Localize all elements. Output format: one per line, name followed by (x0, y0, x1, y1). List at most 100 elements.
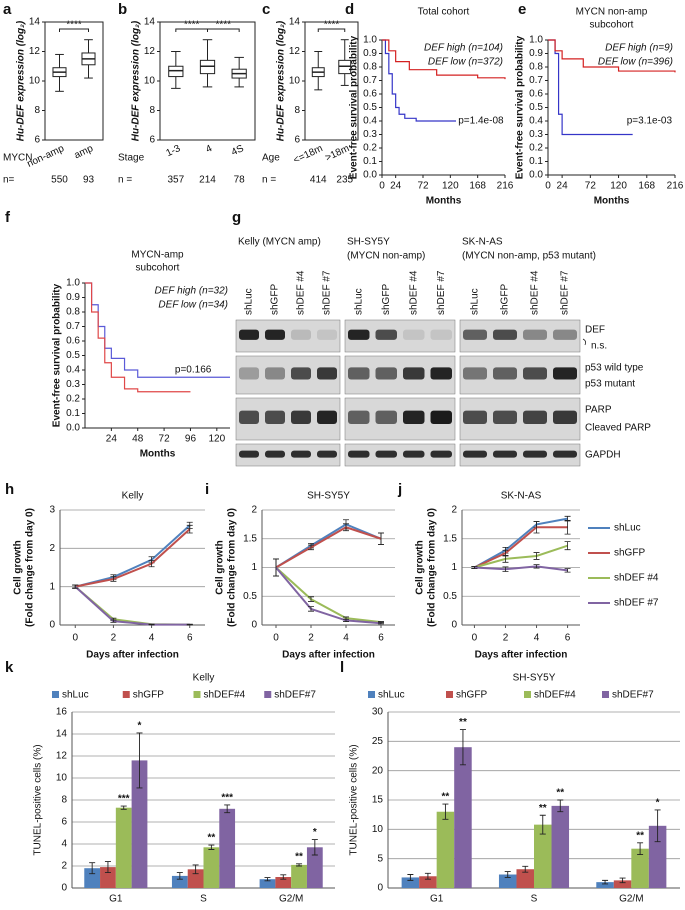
error-bar (502, 555, 509, 563)
x-tick-label: 0 (72, 633, 78, 644)
blot-band (553, 450, 577, 458)
panel-label: a (3, 1, 12, 18)
bar (534, 824, 552, 888)
error-bar (378, 532, 384, 545)
significance-label: ** (636, 830, 644, 841)
error-bar (378, 622, 384, 625)
blot-band (239, 329, 259, 340)
error-bar (502, 566, 509, 572)
group-label: Stage (118, 153, 145, 164)
error-bar (224, 804, 231, 814)
survival-curve (85, 282, 230, 378)
y-tick-label: 0.9 (363, 48, 377, 59)
y-tick-label: 30 (372, 707, 384, 718)
error-bar (136, 732, 143, 789)
y-tick-label: 0.1 (66, 408, 80, 419)
error-bar (637, 842, 644, 856)
lane-label: shDEF #7 (436, 270, 447, 315)
error-bar (186, 623, 193, 626)
error-bar (564, 519, 571, 535)
x-tick-label: G1 (430, 894, 444, 905)
x-tick-label: 216 (497, 181, 514, 192)
series-line (473, 517, 568, 569)
blot-band (463, 450, 487, 458)
x-tick-label: 0 (379, 181, 385, 192)
y-tick-label: 0.5 (529, 102, 543, 113)
blot-band (553, 329, 577, 340)
panel-label: g (232, 209, 241, 226)
y-tick-label: 0 (49, 620, 55, 631)
panel-label: l (340, 659, 344, 676)
x-tick-label: G2/M (619, 894, 643, 905)
chart-title: Kelly (122, 491, 144, 502)
blot-band (375, 450, 397, 458)
chart-title: SK-N-AS (501, 491, 542, 502)
lane-label: shGFP (500, 284, 511, 315)
error-bar (308, 596, 314, 602)
y-axis-label: (Fold change from day 0) (227, 508, 238, 627)
blot-band (317, 450, 337, 458)
x-tick-label: 48 (132, 434, 144, 445)
bar (203, 847, 220, 888)
legend-label: shDEF#7 (274, 690, 316, 701)
significance-bracket (317, 28, 346, 32)
y-tick-label: 0.5 (363, 102, 377, 113)
series-line (474, 565, 568, 572)
blot-band (375, 367, 397, 380)
legend-swatch (52, 691, 59, 698)
y-tick-label: 0 (451, 620, 457, 631)
y-tick-label: 20 (372, 765, 384, 776)
lane-label: shLuc (353, 288, 364, 315)
blot-band (403, 367, 425, 380)
series-line (75, 528, 191, 588)
blot-band (523, 329, 547, 340)
survival-curve (85, 282, 191, 393)
n-label: n = (262, 175, 276, 186)
y-tick-label: 0.3 (529, 129, 543, 140)
x-tick-label: S (531, 894, 538, 905)
y-tick-label: 2 (61, 861, 67, 872)
y-tick-label: 0 (61, 883, 67, 894)
bar (131, 760, 148, 888)
legend-label: DEF low (n=396) (598, 57, 673, 68)
blot-row-label: p53 mutant (585, 379, 635, 390)
legend-swatch (193, 691, 201, 698)
blot-membrane (235, 443, 341, 467)
blot-band (265, 329, 285, 340)
x-tick-label: 4 (534, 633, 540, 644)
legend-label: shDEF#7 (612, 690, 654, 701)
y-axis-label: Hu-DEF expression (log₂) (276, 20, 287, 141)
error-bar (296, 863, 303, 867)
bar (648, 825, 667, 888)
x-tick-label: 0 (472, 633, 478, 644)
bar (401, 877, 420, 888)
bar (275, 877, 292, 888)
y-tick-label: 2 (451, 505, 457, 516)
error-bar (442, 803, 449, 820)
y-tick-label: 1.0 (529, 35, 543, 46)
blot-band (348, 329, 370, 340)
y-tick-label: 4 (61, 839, 67, 850)
y-tick-label: 0.3 (66, 379, 80, 390)
blot-band (463, 410, 487, 425)
bar (84, 868, 101, 888)
significance-label: **** (66, 20, 82, 31)
series-line (275, 566, 382, 624)
blot-band (403, 410, 425, 425)
series-line (474, 526, 568, 569)
legend-label: shGFP (614, 548, 645, 559)
error-bar (533, 521, 540, 534)
series-line (275, 566, 382, 625)
blot-band (291, 450, 311, 458)
y-axis-label: (Fold change from day 0) (427, 508, 438, 627)
x-axis-label: Months (594, 196, 630, 207)
blot-band (317, 329, 337, 340)
y-tick-label: 0.2 (66, 394, 80, 405)
lane-label: shLuc (470, 288, 481, 315)
chart-title: Kelly (193, 673, 215, 684)
y-axis-label: TUNEL-positive cells (%) (349, 744, 360, 855)
significance-label: **** (216, 20, 232, 31)
error-bar (557, 799, 564, 813)
chart-title: MYCN-amp (131, 250, 184, 261)
blot-band (493, 367, 517, 380)
